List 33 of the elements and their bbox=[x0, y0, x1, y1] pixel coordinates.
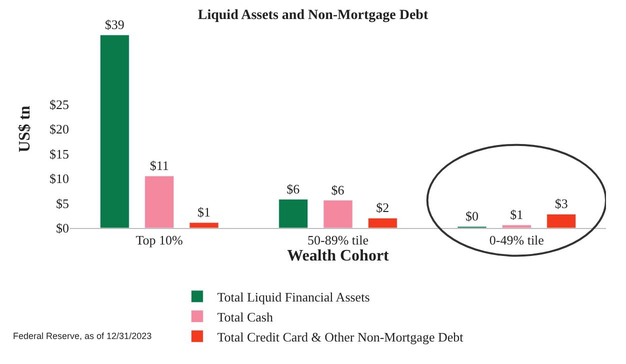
text: Federal Reserve, as of 12/31/2023 bbox=[13, 331, 152, 341]
data-label: $11 bbox=[150, 158, 169, 174]
y-tick-label: $15 bbox=[50, 146, 69, 162]
y-tick-label: $0 bbox=[56, 220, 69, 236]
data-label: $1 bbox=[198, 204, 210, 220]
bar bbox=[502, 224, 532, 228]
bar bbox=[323, 200, 353, 228]
chart-title: Liquid Assets and Non-Mortgage Debt bbox=[198, 8, 428, 23]
bar bbox=[368, 218, 398, 228]
x-tick-label: 50-89% tile bbox=[307, 232, 369, 248]
bar bbox=[144, 176, 174, 228]
data-label: $39 bbox=[104, 16, 124, 32]
y-tick-label: $5 bbox=[56, 196, 69, 211]
y-tick-label: $10 bbox=[50, 171, 69, 186]
data-label: $2 bbox=[376, 200, 390, 216]
data-label: $3 bbox=[554, 196, 568, 212]
y-axis-title: US$ tn bbox=[16, 106, 34, 152]
data-label: $1 bbox=[510, 207, 524, 222]
legend-label: Total Liquid Financial Assets bbox=[217, 289, 370, 304]
bar bbox=[546, 214, 576, 228]
bar bbox=[189, 222, 219, 228]
x-axis-title: Wealth Cohort bbox=[287, 248, 390, 265]
y-tick-label: $20 bbox=[50, 122, 69, 137]
x-tick-label: Top 10% bbox=[136, 232, 184, 248]
data-label: $6 bbox=[331, 182, 345, 198]
bar bbox=[100, 34, 130, 228]
x-tick-label: 0-49% tile bbox=[489, 232, 544, 248]
data-label: $6 bbox=[286, 181, 300, 196]
legend-label: Total Cash bbox=[217, 309, 274, 324]
bar bbox=[278, 199, 308, 228]
y-tick-label: $25 bbox=[50, 96, 69, 112]
data-label: $0 bbox=[466, 208, 478, 224]
legend-label: Total Credit Card & Other Non-Mortgage Debt bbox=[217, 329, 464, 344]
